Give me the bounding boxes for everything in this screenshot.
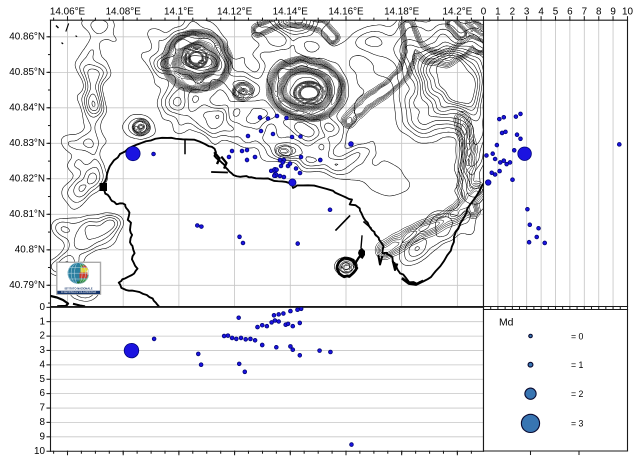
svg-text:8: 8 [40, 417, 46, 428]
svg-text:= 2: = 2 [571, 389, 584, 399]
svg-text:Md: Md [499, 318, 514, 329]
svg-text:14.14°E: 14.14°E [273, 6, 309, 17]
svg-text:ISTITUTO NAZIONALE: ISTITUTO NAZIONALE [65, 286, 93, 290]
svg-text:14.18°E: 14.18°E [384, 6, 420, 17]
svg-text:40.82°N: 40.82°N [9, 173, 45, 184]
svg-text:4: 4 [538, 6, 544, 17]
svg-text:40.84°N: 40.84°N [9, 102, 45, 113]
svg-text:3: 3 [40, 345, 46, 356]
svg-text:14.08°E: 14.08°E [106, 6, 142, 17]
svg-text:8: 8 [596, 6, 602, 17]
svg-text:2: 2 [40, 331, 45, 342]
svg-text:40.83°N: 40.83°N [9, 138, 45, 149]
svg-text:= 0: = 0 [571, 331, 584, 341]
svg-text:9: 9 [610, 6, 616, 17]
svg-text:10: 10 [622, 6, 633, 17]
svg-text:4: 4 [40, 359, 46, 370]
svg-text:0: 0 [40, 302, 46, 313]
svg-text:6: 6 [567, 6, 573, 17]
svg-text:14.16°E: 14.16°E [328, 6, 364, 17]
svg-text:3: 3 [524, 6, 530, 17]
svg-text:10: 10 [34, 446, 45, 457]
svg-text:14.06°E: 14.06°E [50, 6, 86, 17]
svg-text:9: 9 [40, 431, 46, 442]
svg-text:1: 1 [495, 6, 500, 17]
svg-text:6: 6 [40, 388, 46, 399]
svg-text:40.79°N: 40.79°N [9, 280, 45, 291]
svg-text:40.8°N: 40.8°N [15, 244, 45, 255]
svg-text:14.2°E: 14.2°E [443, 6, 473, 17]
svg-text:0: 0 [481, 6, 487, 17]
svg-text:1: 1 [40, 316, 45, 327]
svg-text:14.1°E: 14.1°E [164, 6, 194, 17]
svg-text:40.81°N: 40.81°N [9, 209, 45, 220]
svg-text:DI GEOFISICA E VULCANOLOGIA: DI GEOFISICA E VULCANOLOGIA [61, 291, 97, 294]
svg-text:2: 2 [510, 6, 515, 17]
svg-text:5: 5 [553, 6, 559, 17]
svg-text:40.85°N: 40.85°N [9, 67, 45, 78]
svg-text:7: 7 [40, 403, 45, 414]
svg-text:7: 7 [582, 6, 587, 17]
svg-text:5: 5 [40, 374, 46, 385]
svg-text:40.86°N: 40.86°N [9, 31, 45, 42]
svg-text:14.12°E: 14.12°E [217, 6, 253, 17]
svg-text:= 1: = 1 [571, 360, 584, 370]
svg-text:= 3: = 3 [571, 419, 584, 429]
